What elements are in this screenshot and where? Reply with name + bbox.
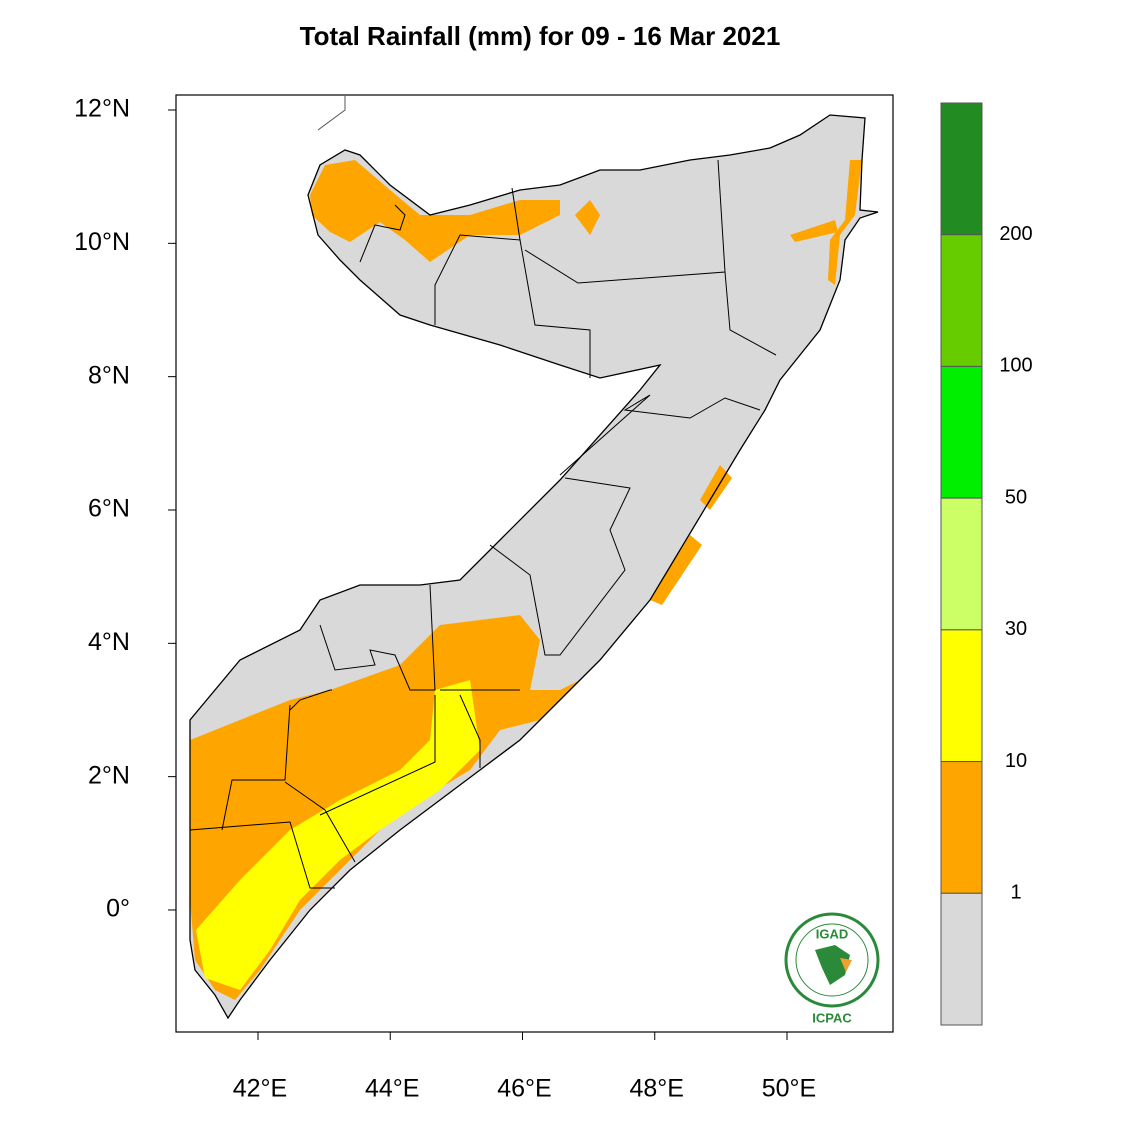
region-border (459, 694, 481, 768)
country-outline (189, 114, 879, 1020)
colorbar-box (940, 365, 983, 499)
logo-africa (815, 945, 850, 985)
axes: 12°N 10°N 8°N 6°N 4°N 2°N 0° 42°E 44°E 46°E 48°E 50… (74, 95, 816, 1103)
region-border (189, 821, 335, 889)
land (189, 96, 879, 1020)
logo-region (840, 958, 852, 972)
lat-tick-label: 4°N (88, 628, 130, 656)
colorbar-box (940, 629, 983, 763)
region-border (319, 695, 436, 816)
rainfall-area (790, 220, 838, 242)
colorbar-label: 10 (1005, 750, 1027, 772)
rainfall-area (650, 535, 702, 605)
region-border (524, 159, 726, 284)
colorbar-label: 30 (1005, 618, 1027, 640)
region-border (221, 704, 291, 831)
neighbor-border (317, 96, 346, 131)
region-border (289, 689, 332, 711)
colorbar-box (940, 102, 983, 236)
logo-name: IGAD (816, 926, 849, 941)
colorbar-box (940, 234, 983, 367)
lon-tick-label: 48°E (630, 1075, 684, 1103)
lat-tick-label: 12°N (74, 95, 130, 123)
region-border (359, 204, 406, 263)
colorbar-box (940, 761, 983, 894)
rainfall-area (828, 160, 862, 285)
lat-tick-label: 2°N (88, 761, 130, 789)
region-border (319, 584, 436, 691)
lon-tick-label: 42°E (233, 1075, 287, 1103)
lon-tick-label: 50°E (762, 1075, 816, 1103)
logo-org: ICPAC (812, 1010, 852, 1025)
logo-inner-ring (795, 923, 869, 997)
region-border (489, 477, 631, 656)
lat-tick-label: 0° (106, 895, 130, 923)
rainfall-area (310, 160, 560, 262)
region-border (434, 187, 521, 325)
colorbar-label: 200 (999, 223, 1032, 245)
colorbar-box (940, 892, 983, 1026)
region-border (724, 271, 777, 356)
colorbar: 200 100 50 30 10 1 (940, 102, 1033, 1026)
lon-tick-label: 44°E (365, 1075, 419, 1103)
lon-tick-label: 46°E (497, 1075, 551, 1103)
region-border (559, 394, 761, 476)
map-title: Total Rainfall (mm) for 09 - 16 Mar 2021 (300, 21, 781, 51)
colorbar-label: 1 (1010, 882, 1021, 904)
colorbar-label: 50 (1005, 486, 1027, 508)
rainfall-area (196, 680, 480, 990)
rainfall-area (575, 200, 600, 235)
lat-tick-label: 8°N (88, 361, 130, 389)
region-border (284, 781, 356, 863)
colorbar-label: 100 (999, 355, 1032, 377)
colorbar-box (940, 497, 983, 631)
lat-tick-label: 10°N (74, 228, 130, 256)
logo: IGAD ICPAC (784, 912, 880, 1025)
region-border (519, 239, 591, 378)
lat-tick-label: 6°N (88, 495, 130, 523)
